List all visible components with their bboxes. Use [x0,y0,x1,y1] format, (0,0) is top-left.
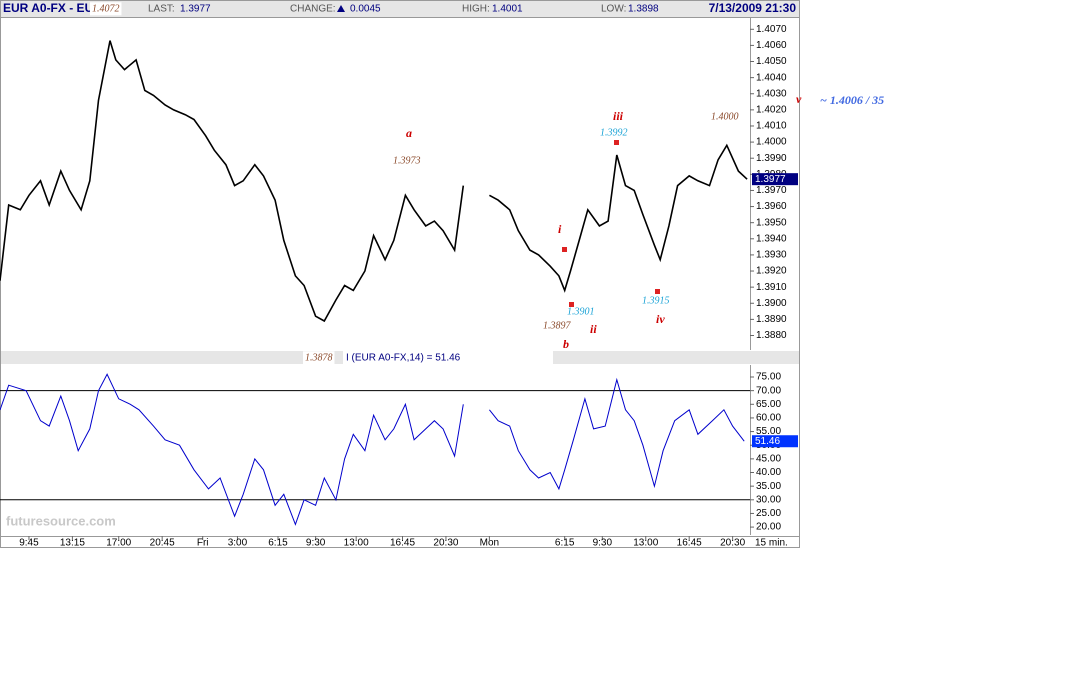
y-tick-label: 35.00 [756,481,781,492]
up-arrow [337,5,345,12]
datetime: 7/13/2009 21:30 [709,1,797,15]
annotation: ~ 1.4006 / 35 [820,93,884,107]
y-tick-label: 25.00 [756,508,781,519]
data-line [0,40,748,323]
y-tick-label: 1.4040 [756,72,787,83]
x-tick-label: 9:30 [306,538,326,549]
y-tick-label: 55.00 [756,426,781,437]
annotation: 1.3973 [393,155,421,166]
change-label: CHANGE: [290,4,336,15]
y-tick-label: 30.00 [756,494,781,505]
annotation: ii [590,322,597,336]
rsi-title: I (EUR A0-FX,14) = 51.46 [346,353,461,364]
annotation: a [406,126,412,140]
x-tick-label: 16:45 [390,538,415,549]
x-tick-label: 6:15 [268,538,288,549]
y-tick-label: 40.00 [756,467,781,478]
annotation: 1.4000 [711,111,739,122]
last-label: LAST: [148,4,175,15]
y-tick-label: 1.3880 [756,330,787,341]
y-tick-label: 20.00 [756,522,781,533]
y-tick-label: 1.3930 [756,250,787,261]
x-tick-label: 20:30 [720,538,745,549]
y-tick-label: 1.3900 [756,298,787,309]
x-tick-label: 16:45 [677,538,702,549]
high-label: HIGH: [462,4,490,15]
low-value: 1.3898 [628,4,659,15]
annotation-bg [303,351,335,365]
wave-marker [562,247,567,252]
x-tick-label: 20:45 [150,538,175,549]
data-line [0,373,745,526]
annotation: iii [613,109,624,123]
x-tick-label: 13:00 [344,538,369,549]
y-tick-label: 1.3940 [756,233,787,244]
y-tick-label: 65.00 [756,399,781,410]
x-axis-label: 15 min. [755,538,788,549]
annotation-bg [90,2,122,16]
y-tick-label: 1.3950 [756,217,787,228]
wave-marker [614,140,619,145]
y-tick-label: 1.4020 [756,105,787,116]
x-tick-label: 13:00 [633,538,658,549]
annotation: iv [656,312,665,326]
current-badge [752,173,798,186]
y-tick-label: 1.3970 [756,185,787,196]
y-tick-label: 1.3960 [756,201,787,212]
y-tick-label: 1.4050 [756,56,787,67]
y-tick-label: 45.00 [756,454,781,465]
logo: futuresource.com [6,513,116,528]
y-tick-label: 1.3920 [756,266,787,277]
annotation: 1.3992 [600,127,628,138]
symbol: EUR A0-FX - EUR [3,1,102,15]
annotation: i [558,222,562,236]
annotation: 1.3915 [642,295,670,306]
y-tick-label: 1.4060 [756,40,787,51]
wave-marker [569,302,574,307]
annotation: 1.4072 [92,3,120,14]
x-tick-label: 6:15 [555,538,575,549]
y-tick-label: 70.00 [756,385,781,396]
low-label: LOW: [601,4,626,15]
header-bar [0,0,800,18]
y-tick-label: 1.4030 [756,88,787,99]
current-badge [752,435,798,448]
y-tick-label: 1.3990 [756,153,787,164]
x-tick-label: 3:00 [228,538,248,549]
y-tick-label: 60.00 [756,413,781,424]
annotation: 1.3897 [543,320,572,331]
annotation: v [796,92,802,106]
y-tick-label: 1.4010 [756,121,787,132]
x-tick-label: Mon [480,538,499,549]
current-badge-label: 1.3977 [755,174,786,185]
x-tick-label: 9:45 [19,538,39,549]
change-value: 0.0045 [350,4,381,15]
x-tick-label: 9:30 [593,538,613,549]
x-tick-label: 13:15 [60,538,85,549]
y-tick-label: 75.00 [756,372,781,383]
rsi-label-box [343,351,553,364]
x-tick-label: Fri [197,538,209,549]
annotation: 1.3901 [567,306,595,317]
high-value: 1.4001 [492,4,523,15]
y-tick-label: 1.4000 [756,137,787,148]
x-tick-label: 20:30 [433,538,458,549]
wave-marker [655,289,660,294]
annotation: b [563,337,569,351]
y-tick-label: 1.3890 [756,314,787,325]
current-badge-label: 51.46 [755,436,780,447]
y-tick-label: 1.3910 [756,282,787,293]
x-tick-label: 17:00 [106,538,131,549]
annotation: 1.3878 [305,352,333,363]
y-tick-label: 1.4070 [756,24,787,35]
last-value: 1.3977 [180,4,211,15]
